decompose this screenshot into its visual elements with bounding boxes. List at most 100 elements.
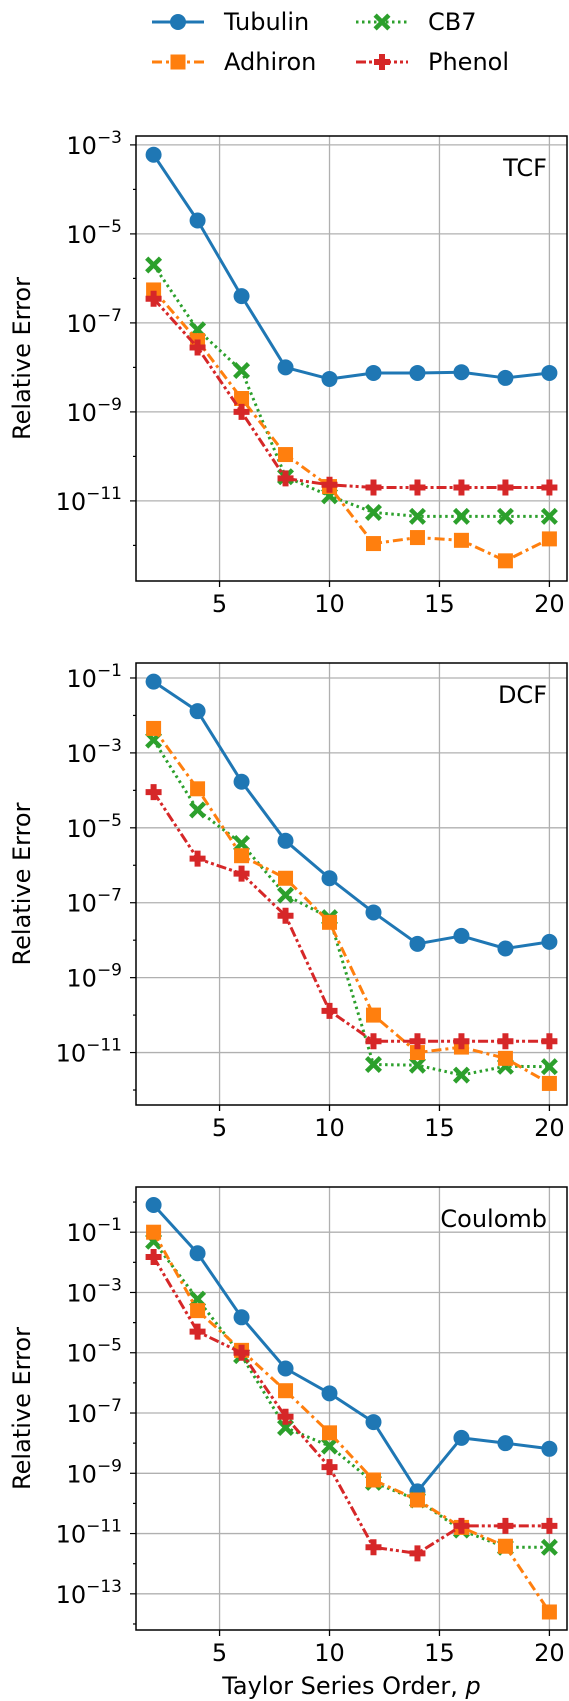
data-point bbox=[409, 365, 425, 381]
data-point bbox=[322, 371, 338, 387]
data-point bbox=[234, 774, 250, 790]
data-point bbox=[497, 1518, 513, 1534]
data-point bbox=[146, 784, 162, 800]
data-point bbox=[365, 365, 381, 381]
data-point bbox=[190, 1245, 206, 1261]
data-point bbox=[278, 1361, 294, 1377]
data-point bbox=[322, 870, 338, 886]
x-axis-label: Taylor Series Order, p bbox=[221, 1672, 481, 1700]
y-tick-label: 10−7 bbox=[66, 1396, 122, 1428]
data-point bbox=[497, 940, 513, 956]
series-phenol bbox=[146, 1249, 558, 1561]
y-tick-label: 10−9 bbox=[66, 395, 122, 427]
data-point bbox=[453, 508, 470, 525]
series-line bbox=[154, 682, 550, 949]
y-axis-label: Relative Error bbox=[8, 1327, 36, 1490]
legend-entry: Phenol bbox=[356, 48, 509, 76]
series-adhiron bbox=[146, 1225, 557, 1620]
y-axis-label: Relative Error bbox=[8, 802, 36, 965]
series-line bbox=[154, 265, 550, 516]
data-point bbox=[541, 1033, 557, 1049]
series-phenol bbox=[146, 784, 558, 1049]
legend-marker bbox=[374, 54, 390, 70]
legend-entry: Tubulin bbox=[152, 8, 309, 36]
legend-entry: Adhiron bbox=[152, 48, 316, 76]
data-point bbox=[497, 370, 513, 386]
y-tick-label: 10−3 bbox=[66, 736, 122, 768]
data-point bbox=[322, 1385, 338, 1401]
data-point bbox=[233, 362, 250, 379]
data-point bbox=[541, 934, 557, 950]
data-point bbox=[365, 1033, 381, 1049]
data-point bbox=[366, 1472, 381, 1487]
data-point bbox=[322, 915, 337, 930]
data-point bbox=[278, 833, 294, 849]
y-tick-label: 10−7 bbox=[66, 886, 122, 918]
data-point bbox=[146, 147, 162, 163]
series-line bbox=[154, 290, 550, 561]
data-point bbox=[190, 703, 206, 719]
y-tick-label: 10−9 bbox=[66, 1456, 122, 1488]
chart-panel: 5 10 15 20 10−3 10−5 10−7 10−9 10−11 TCF Relative … bbox=[8, 128, 567, 618]
series-line bbox=[154, 1232, 550, 1612]
series-adhiron bbox=[146, 721, 557, 1091]
x-tick-label: 10 bbox=[314, 1639, 345, 1667]
x-tick-label: 5 bbox=[212, 1114, 227, 1142]
data-point bbox=[409, 936, 425, 952]
data-point bbox=[497, 1435, 513, 1451]
data-point bbox=[189, 801, 206, 818]
data-point bbox=[190, 213, 206, 229]
legend-label: Adhiron bbox=[224, 48, 316, 76]
data-point bbox=[498, 1051, 513, 1066]
x-tick-label: 15 bbox=[424, 1114, 455, 1142]
y-tick-label: 10−3 bbox=[66, 128, 122, 160]
data-point bbox=[541, 1441, 557, 1457]
chart-panel: 5 10 15 2010−110−310−510−710−910−11DCFRelat… bbox=[8, 661, 567, 1142]
legend-label: Phenol bbox=[428, 48, 509, 76]
y-tick-label: 10−11 bbox=[56, 1517, 122, 1549]
series-cb7 bbox=[145, 257, 558, 525]
data-point bbox=[365, 1414, 381, 1430]
data-point bbox=[146, 1249, 162, 1265]
y-tick-label: 10−5 bbox=[66, 217, 122, 249]
data-point bbox=[453, 480, 469, 496]
data-point bbox=[365, 480, 381, 496]
y-tick-label: 10−1 bbox=[66, 661, 122, 693]
data-point bbox=[278, 1383, 293, 1398]
data-point bbox=[453, 1067, 470, 1084]
data-point bbox=[453, 1430, 469, 1446]
data-point bbox=[541, 480, 557, 496]
data-point bbox=[146, 721, 161, 736]
y-tick-label: 10−7 bbox=[66, 306, 122, 338]
panel-annotation: Coulomb bbox=[440, 1205, 547, 1233]
y-tick-label: 10−1 bbox=[66, 1215, 122, 1247]
data-point bbox=[541, 1518, 557, 1534]
panel-annotation: DCF bbox=[498, 681, 547, 709]
series-line bbox=[154, 155, 550, 379]
data-point bbox=[366, 536, 381, 551]
data-point bbox=[146, 1197, 162, 1213]
chart-panel: 5 10 15 20 10−1 10−3 10−5 10−7 10−9 10−11 10−13 Cou… bbox=[8, 1187, 567, 1700]
data-point bbox=[410, 530, 425, 545]
series-tubulin bbox=[146, 1197, 558, 1499]
data-point bbox=[145, 257, 162, 274]
data-point bbox=[542, 531, 557, 546]
data-point bbox=[190, 851, 206, 867]
x-tick-label: 20 bbox=[534, 1639, 565, 1667]
series-line bbox=[154, 1257, 550, 1553]
data-point bbox=[365, 1539, 381, 1555]
data-point bbox=[322, 1425, 337, 1440]
data-point bbox=[542, 1604, 557, 1619]
data-point bbox=[454, 533, 469, 548]
data-point bbox=[453, 364, 469, 380]
data-point bbox=[190, 781, 205, 796]
data-point bbox=[542, 1076, 557, 1091]
x-tick-label: 10 bbox=[314, 1114, 345, 1142]
data-point bbox=[498, 1539, 513, 1554]
legend-label: Tubulin bbox=[223, 8, 309, 36]
legend-marker bbox=[171, 55, 186, 70]
data-point bbox=[146, 1225, 161, 1240]
series-tubulin bbox=[146, 147, 558, 387]
x-tick-label: 5 bbox=[212, 590, 227, 618]
